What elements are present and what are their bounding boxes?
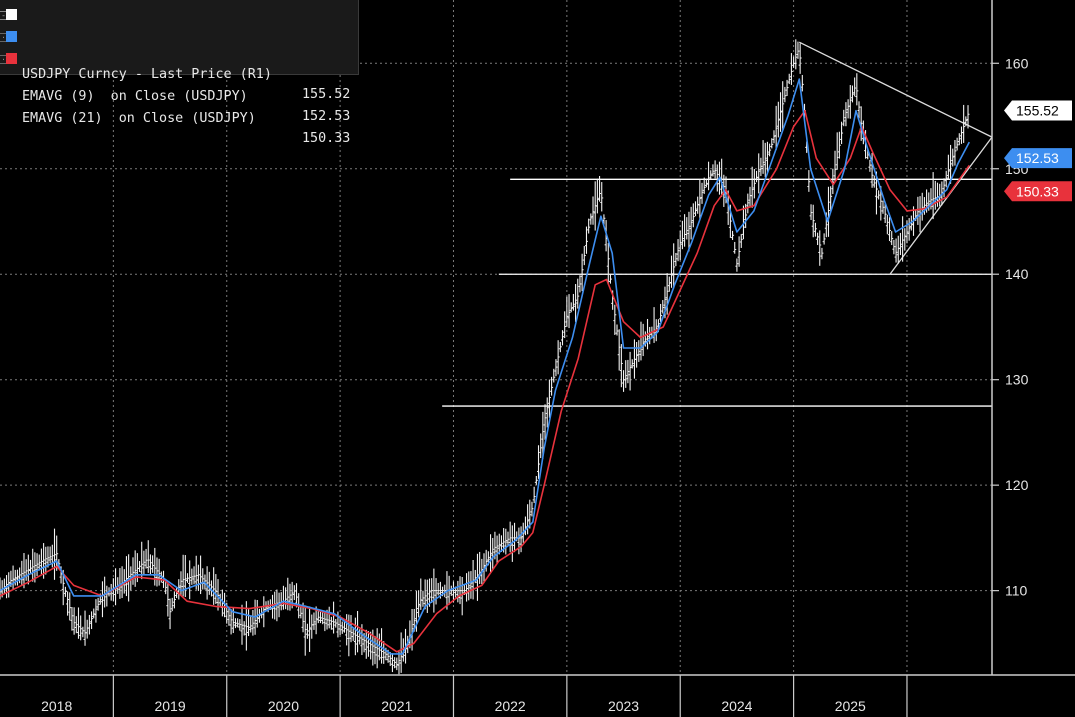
x-tick-label: 2020 [268,698,299,714]
legend-label: EMAVG (21) on Close (USDJPY) [22,111,256,126]
y-tick-label: 110 [1005,583,1028,599]
series-line-ema21 [0,109,970,653]
x-tick-label: 2019 [154,698,185,714]
legend-swatch-red-icon [6,53,17,64]
x-tick-label: 2023 [608,698,639,714]
x-axis-ticks: 2018 2019 2020 2021 2022 2023 2024 2025 [41,675,908,717]
trend-line [889,136,993,275]
x-tick-label: 2021 [381,698,412,714]
legend-entry-ema9[interactable]: · EMAVG (9) on Close (USDJPY) 152.53 [0,27,358,124]
legend-value: 155.52 [302,87,351,102]
legend-swatch-blue-icon [6,31,17,42]
series-line-ema9 [0,78,971,655]
last-value-tags: 155.52 152.53 150.33 [1004,100,1072,202]
last-value-tag [1004,181,1072,202]
legend: - USDJPY Curncy - Last Price (R1) 155.52… [0,0,359,146]
series-lines [0,78,971,655]
last-value-label: 155.52 [1016,103,1059,119]
x-tick-label: 2022 [495,698,526,714]
y-tick-label: 160 [1005,55,1029,71]
y-tick-label: 120 [1005,477,1029,493]
x-tick-label: 2024 [721,698,752,714]
x-tick-label: 2018 [41,698,72,714]
y-tick-label: 130 [1005,372,1029,388]
trend-line [798,41,993,138]
last-value-label: 150.33 [1016,183,1059,199]
legend-label: USDJPY Curncy - Last Price (R1) [22,67,272,82]
last-value-tag [1004,148,1072,169]
legend-entry-price[interactable]: - USDJPY Curncy - Last Price (R1) 155.52 [0,5,358,102]
x-tick-label: 2025 [835,698,866,714]
y-tick-label: 140 [1005,266,1029,282]
legend-value: 150.33 [302,131,351,146]
annotation-lines [442,41,993,407]
legend-value: 152.53 [302,109,351,124]
legend-entry-ema21[interactable]: · EMAVG (21) on Close (USDJPY) 150.33 [0,49,358,146]
legend-label: EMAVG (9) on Close (USDJPY) [22,89,248,104]
last-value-label: 152.53 [1016,150,1059,166]
legend-swatch-white-icon [6,9,17,20]
last-value-tag [1004,100,1072,121]
